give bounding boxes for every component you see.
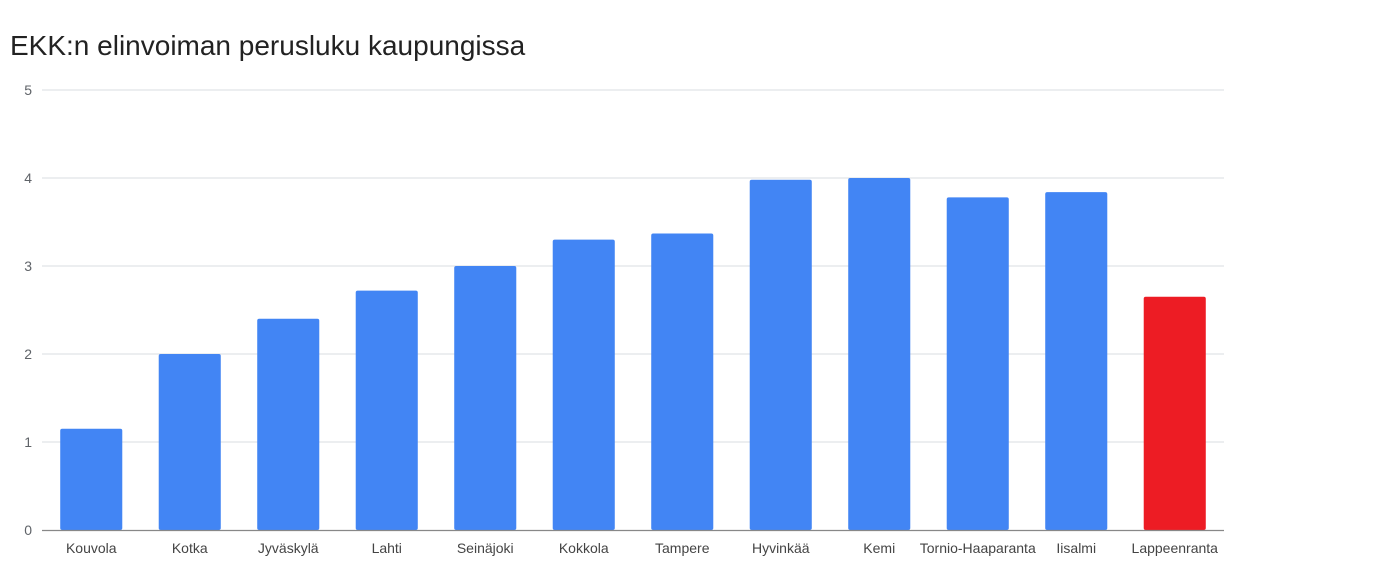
labels: 0 1 2 3 4 5 Kouvola Kotka Jyväskylä Lahti Seinäjok… — [24, 82, 1218, 556]
bar-kotka[interactable] — [158, 354, 221, 530]
x-tick-label: Kouvola — [66, 540, 117, 556]
y-tick-label: 0 — [24, 522, 32, 538]
x-tick-label: Seinäjoki — [457, 540, 514, 556]
x-tick-label: Tampere — [655, 540, 710, 556]
x-tick-label: Lappeenranta — [1132, 540, 1219, 556]
x-tick-label: Iisalmi — [1056, 540, 1096, 556]
y-tick-label: 2 — [24, 346, 32, 362]
x-tick-label: Kotka — [172, 540, 208, 556]
gridlines — [42, 89, 1224, 443]
x-tick-label: Jyväskylä — [258, 540, 319, 556]
bar-kemi[interactable] — [848, 178, 911, 530]
x-tick-label: Kokkola — [559, 540, 609, 556]
y-tick-label: 5 — [24, 82, 32, 98]
y-tick-label: 3 — [24, 258, 32, 274]
bar-seinäjoki[interactable] — [454, 266, 517, 530]
bar-tampere[interactable] — [651, 233, 714, 530]
bar-lahti[interactable] — [355, 290, 418, 530]
bar-kokkola[interactable] — [552, 239, 615, 530]
chart-title: EKK:n elinvoiman perusluku kaupungissa — [10, 30, 526, 61]
x-tick-label: Lahti — [372, 540, 402, 556]
bar-jyväskylä[interactable] — [257, 318, 320, 530]
x-tick-label: Tornio-Haaparanta — [920, 540, 1036, 556]
bar-lappeenranta[interactable] — [1143, 296, 1206, 530]
bar-iisalmi[interactable] — [1045, 192, 1108, 530]
x-tick-label: Kemi — [863, 540, 895, 556]
x-tick-label: Hyvinkää — [752, 540, 810, 556]
bar-kouvola[interactable] — [60, 428, 123, 530]
bar-tornio-haaparanta[interactable] — [946, 197, 1009, 531]
y-tick-label: 4 — [24, 170, 32, 186]
bar-hyvinkää[interactable] — [749, 179, 812, 530]
y-tick-label: 1 — [24, 434, 32, 450]
bars — [60, 178, 1206, 531]
